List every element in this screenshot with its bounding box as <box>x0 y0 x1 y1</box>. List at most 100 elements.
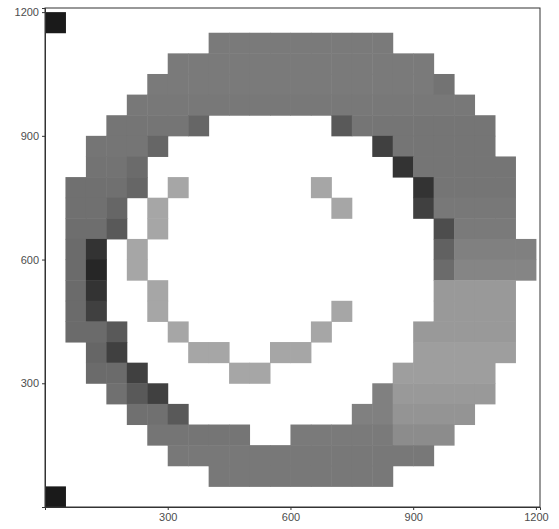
cell <box>86 301 107 322</box>
cell <box>209 466 230 487</box>
cell <box>331 53 352 74</box>
cell <box>352 115 373 136</box>
cell <box>270 53 291 74</box>
cell <box>188 425 209 446</box>
cell <box>495 342 516 363</box>
cell <box>331 445 352 466</box>
axis-line <box>42 9 46 508</box>
tick-mark <box>42 136 45 137</box>
cell <box>65 321 86 342</box>
cell <box>434 383 455 404</box>
cell <box>331 466 352 487</box>
cell <box>127 363 148 384</box>
cell <box>168 321 189 342</box>
cell <box>168 445 189 466</box>
cell <box>188 53 209 74</box>
cell <box>331 115 352 136</box>
cell <box>434 198 455 219</box>
cell <box>188 342 209 363</box>
cell <box>106 383 127 404</box>
cell <box>290 466 311 487</box>
cells <box>45 12 536 507</box>
cell <box>434 260 455 281</box>
cell <box>434 136 455 157</box>
cell <box>393 383 414 404</box>
cell <box>434 74 455 95</box>
cell <box>290 53 311 74</box>
cell <box>454 383 475 404</box>
cell <box>86 260 107 281</box>
cell <box>495 218 516 239</box>
cell <box>454 218 475 239</box>
tick-label: 300 <box>159 511 177 523</box>
cell <box>229 445 250 466</box>
cell <box>372 466 393 487</box>
tick-mark <box>42 12 45 13</box>
cell <box>495 260 516 281</box>
cell <box>270 342 291 363</box>
cell <box>413 74 434 95</box>
cell <box>372 445 393 466</box>
cell <box>413 136 434 157</box>
cell <box>147 218 168 239</box>
tick-label: 1200 <box>524 511 548 523</box>
cell <box>331 74 352 95</box>
tick: 300 <box>159 507 177 523</box>
cell <box>229 425 250 446</box>
cell <box>393 404 414 425</box>
cell <box>290 342 311 363</box>
cell <box>434 156 455 177</box>
cell <box>475 239 496 260</box>
cell <box>106 115 127 136</box>
cell <box>413 383 434 404</box>
cell <box>65 260 86 281</box>
cell <box>127 383 148 404</box>
cell <box>311 74 332 95</box>
cell <box>209 74 230 95</box>
tick: 600 <box>282 507 300 523</box>
cell <box>147 115 168 136</box>
cell <box>454 95 475 116</box>
cell <box>393 136 414 157</box>
cell <box>475 280 496 301</box>
cell <box>86 280 107 301</box>
cell <box>147 280 168 301</box>
tick: 900 <box>405 507 423 523</box>
tick: 900 <box>21 130 45 142</box>
cell <box>352 466 373 487</box>
cell <box>168 115 189 136</box>
cell <box>65 239 86 260</box>
cell <box>413 177 434 198</box>
tick: 1200 <box>524 507 548 523</box>
cell <box>250 53 271 74</box>
tick-mark <box>42 383 45 384</box>
cell <box>331 33 352 54</box>
cell <box>147 95 168 116</box>
cell <box>372 53 393 74</box>
cell <box>413 425 434 446</box>
cell <box>127 95 148 116</box>
tick-label: 600 <box>282 511 300 523</box>
cell <box>311 95 332 116</box>
tick-mark <box>42 260 45 261</box>
cell <box>229 33 250 54</box>
cell <box>352 445 373 466</box>
cell <box>311 33 332 54</box>
cell <box>331 301 352 322</box>
cell <box>127 136 148 157</box>
cell <box>372 404 393 425</box>
y-axis: 3006009001200 <box>15 6 46 507</box>
cell <box>413 321 434 342</box>
cell <box>434 115 455 136</box>
cell <box>515 260 536 281</box>
cell <box>495 177 516 198</box>
cell <box>495 239 516 260</box>
cell <box>454 342 475 363</box>
tick-label: 1200 <box>15 6 39 18</box>
tick-mark <box>168 507 169 510</box>
cell <box>250 95 271 116</box>
cell <box>434 321 455 342</box>
cell <box>106 342 127 363</box>
cell <box>352 33 373 54</box>
cell <box>475 321 496 342</box>
